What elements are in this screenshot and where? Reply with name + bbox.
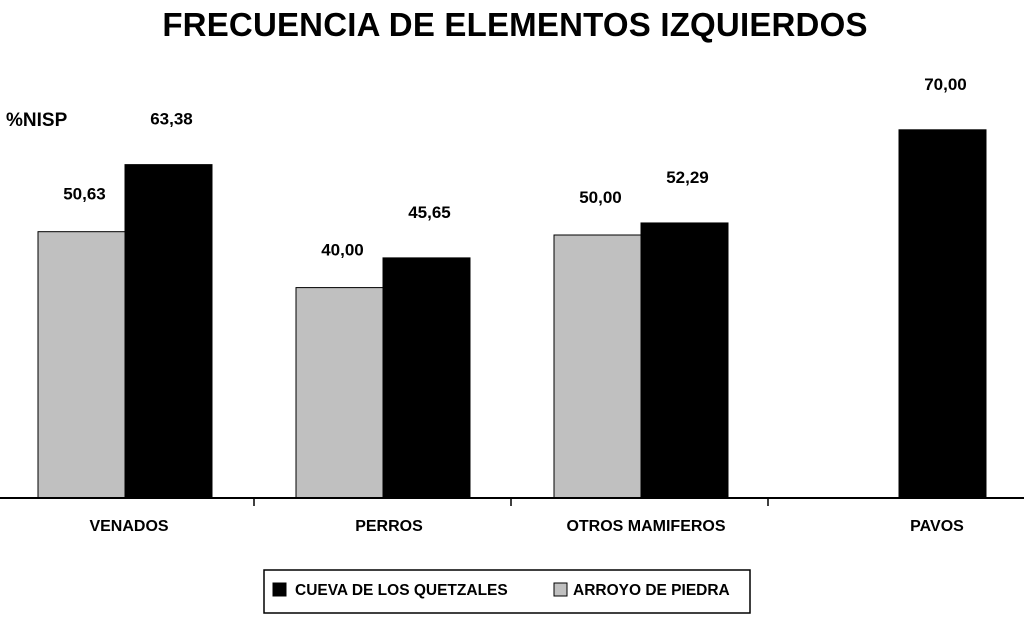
bar-cueva-de-los-quetzales-otros-mamiferos <box>640 222 729 499</box>
bar-arroyo-de-piedra-perros <box>295 287 384 499</box>
value-label: 63,38 <box>150 110 193 129</box>
y-axis-label: %NISP <box>6 110 68 131</box>
category-label: VENADOS <box>89 518 168 535</box>
value-label: 40,00 <box>321 241 364 260</box>
legend-label: CUEVA DE LOS QUETZALES <box>295 582 508 599</box>
legend-label: ARROYO DE PIEDRA <box>573 582 730 599</box>
category-label: PAVOS <box>910 518 964 535</box>
value-label: 50,63 <box>63 185 106 204</box>
category-labels-group: VENADOS PERROS OTROS MAMIFEROS PAVOS <box>89 518 964 535</box>
value-label: 50,00 <box>579 188 622 207</box>
bar-cueva-de-los-quetzales-venados <box>124 164 213 499</box>
bar-cueva-de-los-quetzales-perros <box>382 257 471 499</box>
value-labels-group: 50,63 63,38 40,00 45,65 50,00 52,29 70,00 <box>63 75 967 260</box>
bar-cueva-de-los-quetzales-pavos <box>898 129 987 499</box>
bar-arroyo-de-piedra-otros-mamiferos <box>553 234 642 499</box>
bar-arroyo-de-piedra-venados <box>37 231 126 499</box>
legend-swatch <box>553 582 568 597</box>
value-label: 45,65 <box>408 203 451 222</box>
value-label: 52,29 <box>666 168 709 187</box>
legend-box <box>263 569 751 614</box>
legend-swatch <box>272 582 287 597</box>
value-label: 70,00 <box>924 75 967 94</box>
x-axis-ticks <box>253 498 769 506</box>
category-label: OTROS MAMIFEROS <box>566 518 725 535</box>
chart-title: FRECUENCIA DE ELEMENTOS IZQUIERDOS <box>162 6 868 43</box>
legend: CUEVA DE LOS QUETZALES ARROYO DE PIEDRA <box>263 569 751 614</box>
category-label: PERROS <box>355 518 423 535</box>
bars-group <box>37 129 987 499</box>
